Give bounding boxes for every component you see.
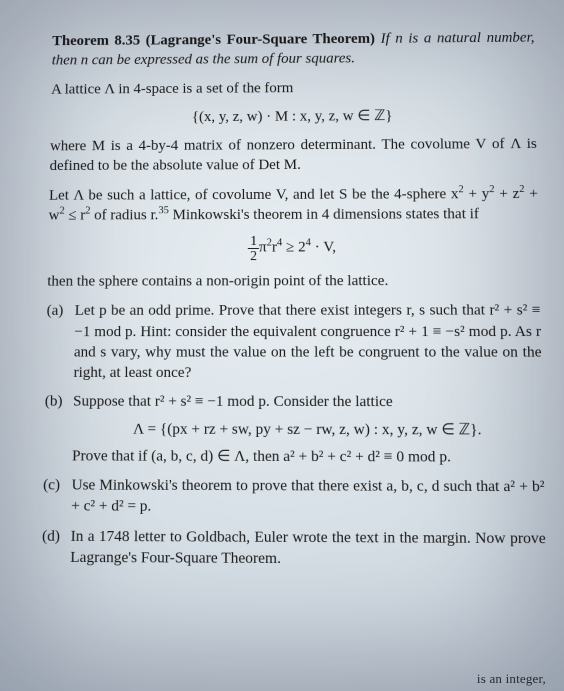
cutoff-text: is an integer, — [477, 671, 546, 687]
text-c: Use Minkowski's theorem to prove that th… — [71, 477, 545, 515]
marker-a: (a) — [46, 301, 63, 321]
theorem: Theorem 8.35 (Lagrange's Four-Square The… — [52, 28, 536, 71]
marker-c: (c) — [43, 475, 60, 496]
page-content: Theorem 8.35 (Lagrange's Four-Square The… — [0, 1, 564, 590]
t: Let Λ be such a lattice, of covolume V, … — [49, 186, 459, 203]
text-b1: Suppose that r² + s² ≡ −1 mod p. Conside… — [73, 394, 393, 411]
text-b2: Prove that if (a, b, c, d) ∈ Λ, then a² … — [72, 448, 451, 466]
t: ≤ r — [64, 207, 85, 223]
item-b: (b) Suppose that r² + s² ≡ −1 mod p. Con… — [44, 391, 545, 468]
theorem-label: Theorem 8.35 (Lagrange's Four-Square The… — [52, 31, 375, 49]
para-conclusion: then the sphere contains a non-origin po… — [47, 271, 540, 292]
para-covolume: where M is a 4-by-4 matrix of nonzero de… — [49, 134, 537, 176]
para-minkowski-setup: Let Λ be such a lattice, of covolume V, … — [48, 183, 538, 225]
t: of radius r. — [90, 207, 158, 223]
t: π — [259, 239, 267, 255]
t: Minkowski's theorem in 4 dimensions stat… — [169, 206, 479, 223]
eq-lattice-set: {(x, y, z, w) · M : x, y, z, w ∈ ℤ} — [50, 105, 536, 128]
t: ≥ 2 — [282, 239, 305, 255]
eq-minkowski: 12π2r4 ≥ 24 · V, — [48, 233, 540, 262]
marker-d: (d) — [42, 525, 60, 546]
item-a: (a) Let p be an odd prime. Prove that th… — [45, 300, 542, 383]
item-d: (d) In a 1748 letter to Goldbach, Euler … — [41, 525, 546, 570]
t: + z — [494, 185, 519, 201]
fraction-half: 12 — [248, 234, 259, 262]
item-c: (c) Use Minkowski's theorem to prove tha… — [42, 475, 545, 519]
t: + y — [464, 186, 490, 202]
eq-lambda: Λ = {(px + rz + sw, py + sz − rw, z, w) … — [72, 418, 543, 440]
text-a: Let p be an odd prime. Prove that there … — [73, 302, 541, 381]
problem-list: (a) Let p be an odd prime. Prove that th… — [41, 300, 546, 570]
marker-b: (b) — [45, 391, 63, 412]
para-lattice-intro: A lattice Λ in 4-space is a set of the f… — [51, 76, 536, 99]
footnote-ref: 35 — [158, 205, 169, 216]
t: · V, — [311, 239, 336, 255]
text-d: In a 1748 letter to Goldbach, Euler wrot… — [70, 528, 546, 567]
